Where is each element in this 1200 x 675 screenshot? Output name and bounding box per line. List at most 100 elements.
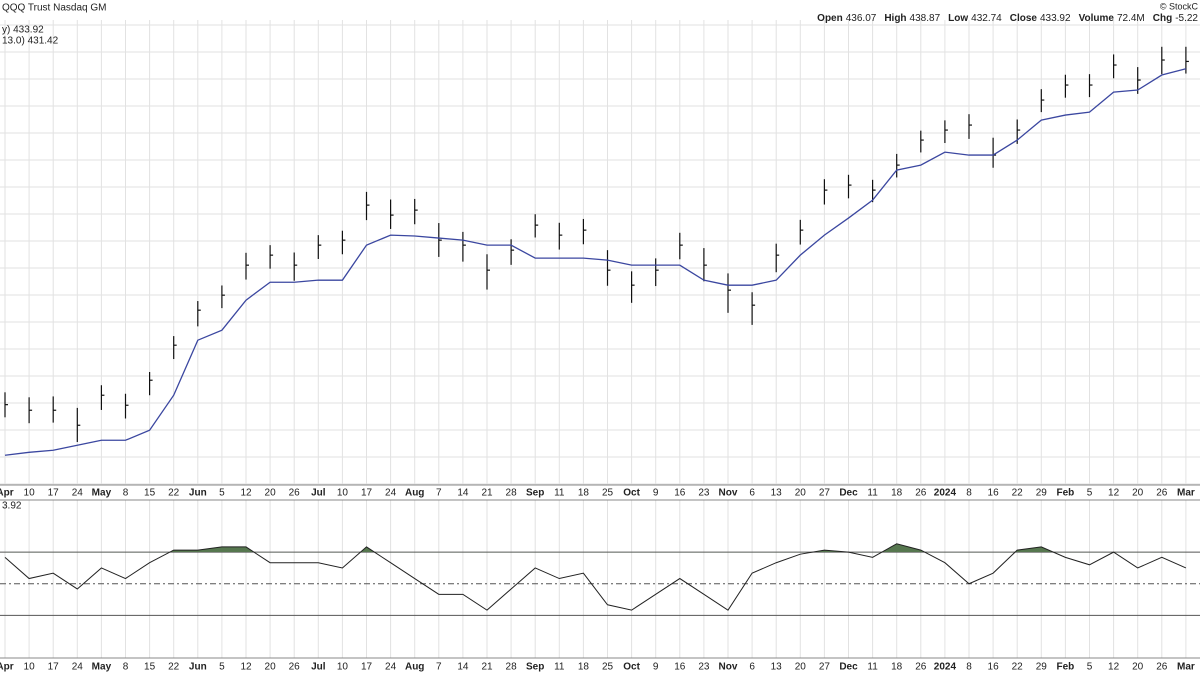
x-tick-label: 12 bbox=[240, 662, 252, 673]
x-tick-label: 12 bbox=[240, 488, 252, 499]
x-tick-label: 8 bbox=[123, 488, 129, 499]
x-tick-label: 11 bbox=[867, 662, 878, 673]
x-tick-label: 26 bbox=[289, 488, 301, 499]
x-tick-label: 29 bbox=[1036, 662, 1048, 673]
x-tick-label: 27 bbox=[819, 488, 831, 499]
x-tick-label: Aug bbox=[405, 662, 424, 673]
x-tick-label: Sep bbox=[526, 488, 544, 499]
x-tick-label: 8 bbox=[123, 662, 129, 673]
legend-entry: 13.0) 431.42 bbox=[2, 36, 59, 47]
x-tick-label: 25 bbox=[602, 662, 614, 673]
overlay-line bbox=[4, 68, 1187, 456]
x-tick-label: Mar bbox=[1177, 488, 1195, 499]
quote-label: High bbox=[884, 13, 906, 24]
x-tick-label: May bbox=[92, 488, 112, 499]
x-tick-label: 12 bbox=[1108, 662, 1120, 673]
x-tick-label: 5 bbox=[219, 662, 225, 673]
x-tick-label: Sep bbox=[526, 662, 544, 673]
x-tick-label: 16 bbox=[674, 488, 686, 499]
x-tick-label: 5 bbox=[1087, 662, 1093, 673]
x-tick-label: 5 bbox=[219, 488, 225, 499]
legend-entry: y) 433.92 bbox=[2, 25, 44, 36]
quote-value: 436.07 bbox=[846, 13, 877, 24]
x-tick-label: 28 bbox=[506, 662, 518, 673]
x-tick-label: 9 bbox=[653, 662, 659, 673]
x-tick-label: Dec bbox=[839, 488, 858, 499]
x-tick-label: 5 bbox=[1087, 488, 1093, 499]
x-tick-label: 2024 bbox=[934, 488, 957, 499]
x-tick-label: 11 bbox=[867, 488, 878, 499]
quote-label: Open bbox=[817, 13, 843, 24]
x-tick-label: 17 bbox=[361, 662, 373, 673]
x-tick-label: 18 bbox=[891, 662, 903, 673]
chart-title: QQQ Trust Nasdaq GM bbox=[2, 3, 106, 14]
quote-label: Low bbox=[948, 13, 968, 24]
x-tick-label: 14 bbox=[457, 662, 469, 673]
x-tick-label: 20 bbox=[795, 488, 807, 499]
x-tick-label: 12 bbox=[1108, 488, 1120, 499]
x-tick-label: 11 bbox=[554, 488, 565, 499]
source: © StockC bbox=[1160, 1, 1199, 11]
x-tick-label: 21 bbox=[481, 662, 493, 673]
x-tick-label: 7 bbox=[436, 662, 442, 673]
x-tick-label: 20 bbox=[1132, 662, 1144, 673]
x-tick-label: 2024 bbox=[934, 662, 957, 673]
x-tick-label: 17 bbox=[48, 662, 60, 673]
indicator-line bbox=[4, 543, 1187, 611]
x-tick-label: 22 bbox=[168, 662, 180, 673]
x-tick-label: 10 bbox=[337, 488, 349, 499]
x-tick-label: Jul bbox=[311, 662, 326, 673]
x-tick-label: 20 bbox=[265, 488, 277, 499]
x-tick-label: Jun bbox=[189, 662, 207, 673]
x-tick-label: Oct bbox=[623, 662, 640, 673]
x-tick-label: Oct bbox=[623, 488, 640, 499]
x-tick-label: 11 bbox=[554, 662, 565, 673]
x-tick-label: 13 bbox=[771, 488, 783, 499]
x-tick-label: 8 bbox=[966, 488, 972, 499]
x-tick-label: 16 bbox=[988, 662, 1000, 673]
x-tick-label: 25 bbox=[602, 488, 614, 499]
x-tick-label: 24 bbox=[72, 662, 84, 673]
x-tick-label: 10 bbox=[24, 662, 36, 673]
x-tick-label: 8 bbox=[966, 662, 972, 673]
x-tick-label: 20 bbox=[265, 662, 277, 673]
quote-label: Close bbox=[1010, 13, 1038, 24]
x-tick-label: 23 bbox=[698, 488, 710, 499]
quote-value: -5.22 bbox=[1175, 13, 1198, 24]
x-tick-label: 6 bbox=[749, 662, 755, 673]
x-tick-label: 10 bbox=[337, 662, 349, 673]
quote-value: 72.4M bbox=[1117, 13, 1145, 24]
x-tick-label: 24 bbox=[72, 488, 84, 499]
x-tick-label: Apr bbox=[0, 488, 14, 499]
x-tick-label: 26 bbox=[915, 662, 927, 673]
x-tick-label: Jul bbox=[311, 488, 326, 499]
x-tick-label: Jun bbox=[189, 488, 207, 499]
x-tick-label: Apr bbox=[0, 662, 14, 673]
x-tick-label: 6 bbox=[749, 488, 755, 499]
x-tick-label: 24 bbox=[385, 662, 397, 673]
x-tick-label: Nov bbox=[719, 662, 738, 673]
quote-label: Chg bbox=[1153, 13, 1172, 24]
x-tick-label: Dec bbox=[839, 662, 858, 673]
x-tick-label: 28 bbox=[506, 488, 518, 499]
x-tick-label: 10 bbox=[24, 488, 36, 499]
quote-value: 433.92 bbox=[1040, 13, 1071, 24]
x-tick-label: 15 bbox=[144, 662, 156, 673]
x-tick-label: 20 bbox=[795, 662, 807, 673]
x-tick-label: 22 bbox=[168, 488, 180, 499]
x-tick-label: 16 bbox=[988, 488, 1000, 499]
x-tick-label: 13 bbox=[771, 662, 783, 673]
x-tick-label: 21 bbox=[481, 488, 493, 499]
x-tick-label: Nov bbox=[719, 488, 738, 499]
x-tick-label: 26 bbox=[1156, 488, 1168, 499]
quote-label: Volume bbox=[1079, 13, 1115, 24]
x-tick-label: Feb bbox=[1057, 488, 1075, 499]
x-tick-label: 18 bbox=[578, 488, 590, 499]
x-tick-label: 9 bbox=[653, 488, 659, 499]
x-tick-label: 26 bbox=[289, 662, 301, 673]
x-tick-label: 26 bbox=[915, 488, 927, 499]
x-tick-label: 22 bbox=[1012, 662, 1024, 673]
x-tick-label: May bbox=[92, 662, 112, 673]
quote: Open 436.07 High 438.87 Low 432.74 Close 433.92… bbox=[817, 13, 1198, 24]
